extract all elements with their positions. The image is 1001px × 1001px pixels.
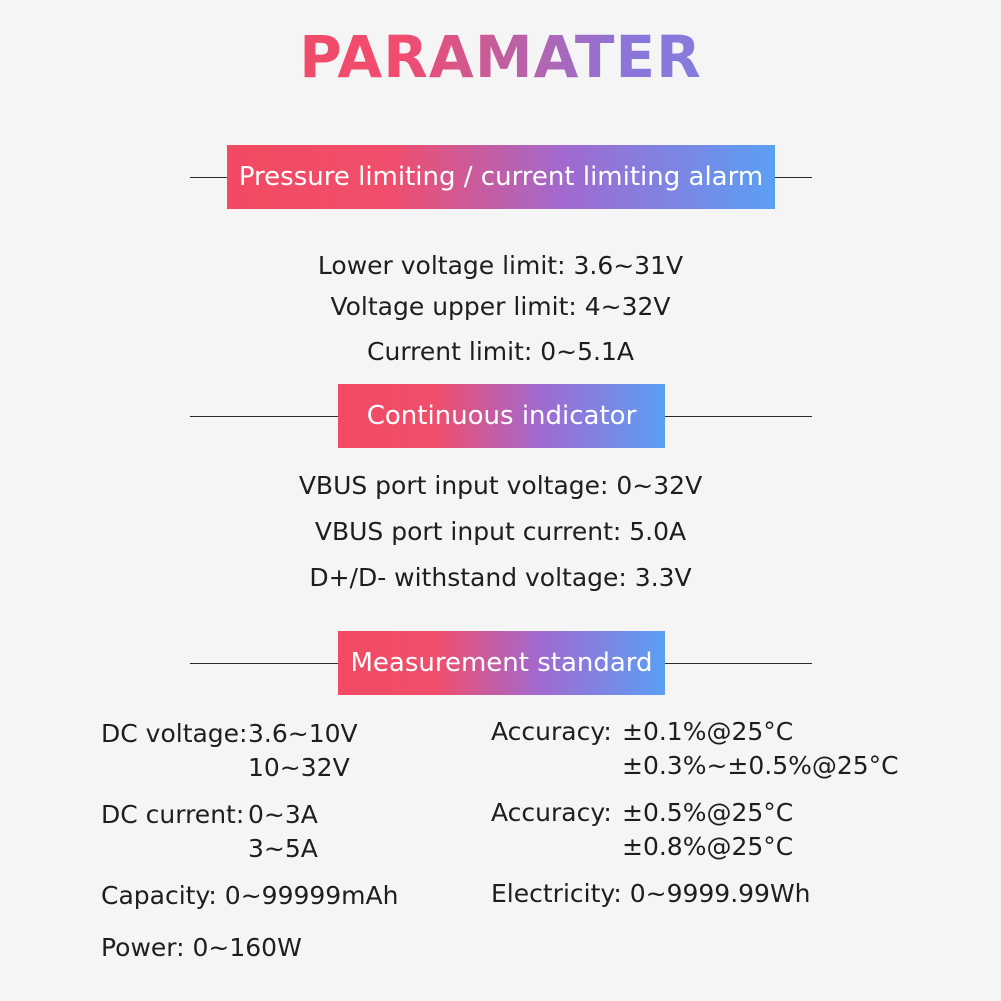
- capacity-spec: Capacity: 0~99999mAh: [101, 881, 399, 910]
- dc-voltage-range-2: 10~32V: [248, 753, 350, 782]
- voltage-accuracy-label: Accuracy:: [491, 717, 612, 746]
- dc-voltage-label: DC voltage:: [101, 719, 248, 748]
- dc-current-range-2: 3~5A: [248, 834, 318, 863]
- voltage-accuracy-1: ±0.1%@25°C: [622, 717, 794, 746]
- spec-dp-dm-withstand-voltage: D+/D- withstand voltage: 3.3V: [309, 563, 692, 592]
- divider-right: [775, 177, 812, 178]
- section-title-indicator: Continuous indicator: [338, 384, 665, 448]
- voltage-accuracy-2: ±0.3%~±0.5%@25°C: [622, 751, 899, 780]
- electricity-spec: Electricity: 0~9999.99Wh: [491, 879, 811, 908]
- spec-vbus-input-voltage: VBUS port input voltage: 0~32V: [298, 471, 703, 500]
- divider-left: [190, 177, 227, 178]
- section-title-alarm: Pressure limiting / current limiting ala…: [227, 145, 775, 209]
- power-spec: Power: 0~160W: [101, 933, 302, 962]
- page-title: PARAMATER: [0, 22, 1001, 92]
- spec-lower-voltage-limit: Lower voltage limit: 3.6~31V: [317, 251, 684, 280]
- current-accuracy-1: ±0.5%@25°C: [622, 798, 794, 827]
- dc-current-range-1: 0~3A: [248, 800, 318, 829]
- divider-left: [190, 663, 338, 664]
- spec-voltage-upper-limit: Voltage upper limit: 4~32V: [330, 292, 671, 321]
- current-accuracy-label: Accuracy:: [491, 798, 612, 827]
- spec-vbus-input-current: VBUS port input current: 5.0A: [314, 517, 687, 546]
- dc-current-label: DC current:: [101, 800, 245, 829]
- current-accuracy-2: ±0.8%@25°C: [622, 832, 794, 861]
- section-title-measurement: Measurement standard: [338, 631, 665, 695]
- spec-current-limit: Current limit: 0~5.1A: [367, 337, 634, 366]
- dc-voltage-range-1: 3.6~10V: [248, 719, 358, 748]
- divider-left: [190, 416, 338, 417]
- divider-right: [665, 416, 812, 417]
- divider-right: [665, 663, 812, 664]
